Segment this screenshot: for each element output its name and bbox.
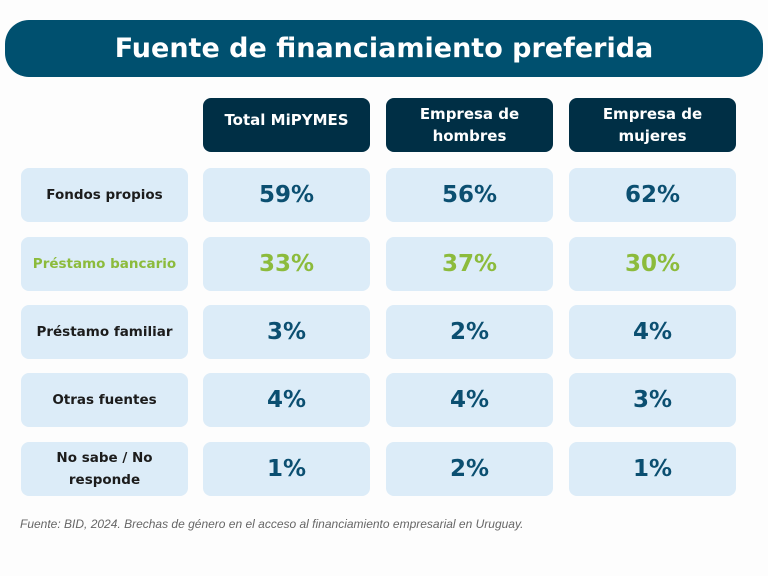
row-label: Préstamo bancario (32, 256, 177, 272)
value: 33% (258, 251, 315, 277)
value-cell: 2% (386, 442, 553, 496)
value: 3% (632, 387, 673, 413)
value-cell: 59% (203, 168, 370, 222)
value-cell: 3% (569, 373, 736, 427)
value-cell: 3% (203, 305, 370, 359)
value: 4% (449, 387, 490, 413)
column-header-mujeres: Empresa de mujeres (569, 98, 736, 152)
row-label-cell: No sabe / No responde (21, 442, 188, 496)
value-cell: 1% (203, 442, 370, 496)
value-cell: 4% (203, 373, 370, 427)
value: 30% (624, 251, 681, 277)
row-label-cell: Fondos propios (21, 168, 188, 222)
column-header-total: Total MiPYMES (203, 98, 370, 152)
value: 1% (266, 456, 307, 482)
value-cell: 1% (569, 442, 736, 496)
value-cell: 56% (386, 168, 553, 222)
value: 4% (266, 387, 307, 413)
value: 56% (441, 182, 498, 208)
row-label-cell: Préstamo familiar (21, 305, 188, 359)
value-cell: 4% (569, 305, 736, 359)
source-note: Fuente: BID, 2024. Brechas de género en … (20, 517, 524, 531)
value: 37% (441, 251, 498, 277)
value-cell: 62% (569, 168, 736, 222)
value: 62% (624, 182, 681, 208)
row-label: Fondos propios (46, 187, 163, 203)
value-cell: 30% (569, 237, 736, 291)
value: 59% (258, 182, 315, 208)
row-label-cell: Otras fuentes (21, 373, 188, 427)
value-cell: 2% (386, 305, 553, 359)
page-title: Fuente de financiamiento preferida (5, 20, 763, 77)
value-cell: 37% (386, 237, 553, 291)
row-label: Préstamo familiar (36, 324, 173, 340)
row-label-cell: Préstamo bancario (21, 237, 188, 291)
row-label: Otras fuentes (52, 392, 157, 408)
value: 3% (266, 319, 307, 345)
column-header-hombres: Empresa de hombres (386, 98, 553, 152)
value: 2% (449, 456, 490, 482)
value: 2% (449, 319, 490, 345)
value-cell: 4% (386, 373, 553, 427)
value: 4% (632, 319, 673, 345)
value-cell: 33% (203, 237, 370, 291)
row-label: No sabe / No responde (56, 450, 153, 488)
value: 1% (632, 456, 673, 482)
